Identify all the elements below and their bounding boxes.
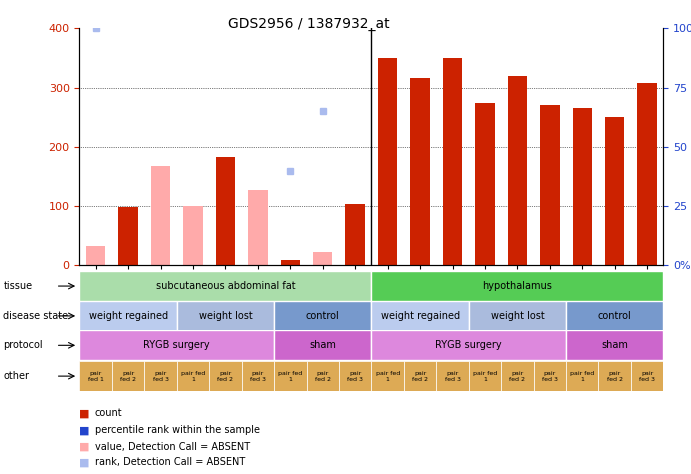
Bar (501, 361, 533, 391)
Text: pair
fed 2: pair fed 2 (509, 371, 525, 382)
Text: ■: ■ (79, 457, 90, 467)
Text: pair
fed 3: pair fed 3 (542, 371, 558, 382)
Bar (410, 78, 430, 265)
Text: pair fed
1: pair fed 1 (278, 371, 303, 382)
Bar (533, 361, 566, 391)
Text: protocol: protocol (3, 340, 43, 350)
Bar (540, 106, 560, 265)
Text: pair fed
1: pair fed 1 (181, 371, 205, 382)
Text: pair
fed 3: pair fed 3 (250, 371, 266, 382)
Bar (79, 330, 274, 360)
Text: pair fed
1: pair fed 1 (375, 371, 400, 382)
Text: count: count (95, 408, 122, 419)
Bar (346, 204, 365, 265)
Bar (605, 118, 625, 265)
Bar (177, 301, 274, 331)
Text: pair
fed 2: pair fed 2 (218, 371, 234, 382)
Text: sham: sham (310, 340, 337, 350)
Bar (118, 208, 138, 265)
Text: pair
fed 2: pair fed 2 (412, 371, 428, 382)
Text: pair
fed 3: pair fed 3 (444, 371, 460, 382)
Bar (281, 260, 300, 265)
Bar (307, 361, 339, 391)
Bar (637, 83, 657, 265)
Bar (436, 361, 468, 391)
Bar (566, 361, 598, 391)
Text: percentile rank within the sample: percentile rank within the sample (95, 425, 260, 436)
Text: pair
fed 1: pair fed 1 (88, 371, 104, 382)
Text: pair
fed 2: pair fed 2 (120, 371, 136, 382)
Bar (475, 102, 495, 265)
Bar (372, 361, 404, 391)
Bar (566, 330, 663, 360)
Bar (183, 206, 202, 265)
Bar (468, 301, 566, 331)
Bar (274, 330, 372, 360)
Bar (443, 58, 462, 265)
Text: weight lost: weight lost (491, 311, 545, 321)
Text: pair
fed 3: pair fed 3 (347, 371, 363, 382)
Bar (508, 76, 527, 265)
Bar (274, 361, 307, 391)
Text: weight regained: weight regained (88, 311, 168, 321)
Text: pair
fed 3: pair fed 3 (639, 371, 655, 382)
Bar (151, 166, 170, 265)
Text: control: control (306, 311, 340, 321)
Bar (404, 361, 436, 391)
Bar (248, 190, 267, 265)
Bar (573, 109, 592, 265)
Bar (274, 301, 372, 331)
Bar (209, 361, 242, 391)
Text: pair
fed 2: pair fed 2 (315, 371, 331, 382)
Text: rank, Detection Call = ABSENT: rank, Detection Call = ABSENT (95, 457, 245, 467)
Bar (313, 253, 332, 265)
Text: pair fed
1: pair fed 1 (473, 371, 497, 382)
Bar (468, 361, 501, 391)
Bar (86, 246, 106, 265)
Bar (216, 157, 235, 265)
Text: pair fed
1: pair fed 1 (570, 371, 594, 382)
Text: RYGB surgery: RYGB surgery (144, 340, 210, 350)
Bar (242, 361, 274, 391)
Bar (79, 361, 112, 391)
Text: pair
fed 2: pair fed 2 (607, 371, 623, 382)
Bar (372, 330, 566, 360)
Text: tissue: tissue (3, 281, 32, 291)
Bar (598, 361, 631, 391)
Bar (631, 361, 663, 391)
Text: ■: ■ (79, 408, 90, 419)
Text: sham: sham (601, 340, 628, 350)
Bar (177, 361, 209, 391)
Bar (112, 361, 144, 391)
Text: control: control (598, 311, 632, 321)
Text: other: other (3, 371, 30, 381)
Bar (372, 301, 468, 331)
Text: pair
fed 3: pair fed 3 (153, 371, 169, 382)
Text: ■: ■ (79, 441, 90, 452)
Bar (79, 271, 372, 301)
Bar (144, 361, 177, 391)
Bar (79, 301, 177, 331)
Bar (339, 361, 371, 391)
Bar (372, 271, 663, 301)
Text: value, Detection Call = ABSENT: value, Detection Call = ABSENT (95, 441, 249, 452)
Text: GDS2956 / 1387932_at: GDS2956 / 1387932_at (228, 17, 390, 31)
Text: ■: ■ (79, 425, 90, 436)
Bar (378, 58, 397, 265)
Text: hypothalamus: hypothalamus (482, 281, 552, 291)
Text: RYGB surgery: RYGB surgery (435, 340, 502, 350)
Text: subcutaneous abdominal fat: subcutaneous abdominal fat (155, 281, 295, 291)
Text: disease state: disease state (3, 311, 68, 321)
Text: weight lost: weight lost (198, 311, 252, 321)
Text: weight regained: weight regained (381, 311, 460, 321)
Bar (566, 301, 663, 331)
